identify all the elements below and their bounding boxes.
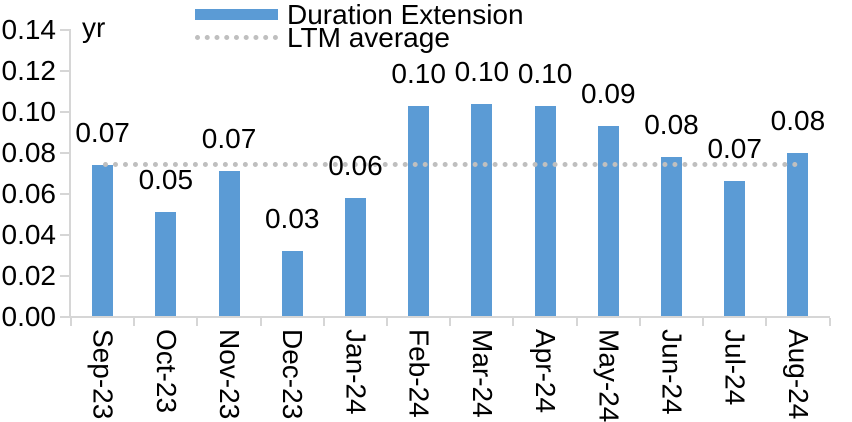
x-axis-tick-mark [702, 318, 705, 326]
x-axis-category-label: Feb-24 [403, 329, 435, 418]
x-axis-category-label: Sep-23 [87, 329, 119, 420]
x-axis-category-label: Jan-24 [340, 329, 372, 415]
bar-value-label: 0.07 [707, 133, 762, 165]
x-axis-tick-mark [765, 318, 768, 326]
bar-value-label: 0.08 [770, 104, 826, 136]
bar-value-label: 0.10 [391, 57, 446, 89]
y-axis-tick-label: 0.00 [1, 300, 57, 332]
x-axis-tick-mark [70, 318, 72, 326]
bar [408, 105, 430, 317]
y-axis-tick-label: 0.08 [1, 136, 57, 168]
legend-item-duration-extension: Duration Extension [195, 0, 524, 30]
bar [787, 152, 809, 317]
x-axis-tick-mark [575, 318, 578, 326]
x-axis-tick-mark [133, 318, 136, 326]
y-axis-unit-label: yr [82, 12, 106, 43]
y-axis-tick-mark [60, 29, 70, 32]
y-axis-tick-label: 0.12 [1, 54, 57, 86]
bar [534, 105, 556, 317]
y-axis-tick-mark [60, 151, 70, 154]
y-axis-tick-label: 0.06 [1, 177, 57, 209]
bar [92, 165, 114, 317]
ltm-average-line [102, 161, 798, 167]
x-axis-category-label: Oct-23 [150, 329, 182, 414]
y-axis-tick-label: 0.14 [1, 14, 57, 46]
x-axis-tick-mark [322, 318, 325, 326]
x-axis-category-label: Jun-24 [656, 329, 688, 415]
bar-value-label: 0.06 [328, 149, 383, 181]
legend-bar-swatch-icon [195, 9, 278, 20]
bar-value-label: 0.07 [201, 123, 257, 155]
x-axis-tick-mark [512, 318, 515, 326]
x-axis-category-label: Aug-24 [782, 329, 814, 420]
x-axis-line [70, 316, 830, 318]
legend-item-ltm-average: LTM average [195, 22, 524, 53]
bar [597, 126, 619, 317]
bar-value-label: 0.10 [517, 57, 573, 89]
bar [218, 171, 240, 317]
bar [471, 103, 493, 317]
bar-value-label: 0.10 [454, 55, 510, 87]
bar [724, 181, 746, 317]
y-axis-tick-mark [60, 315, 70, 318]
y-axis-tick-mark [60, 233, 70, 236]
x-axis-category-label: Dec-23 [277, 329, 309, 420]
x-axis-tick-mark [638, 318, 641, 326]
x-axis-category-label: Jul-24 [719, 329, 751, 406]
x-axis-tick-mark [259, 318, 262, 326]
y-axis-tick-mark [60, 192, 70, 195]
x-axis-category-label: Nov-23 [214, 329, 246, 420]
bar-value-label: 0.08 [644, 108, 699, 140]
y-axis-line [69, 29, 71, 318]
y-axis-tick-label: 0.04 [1, 218, 57, 250]
bar-value-label: 0.03 [264, 203, 320, 235]
legend-dotted-line-icon [195, 35, 278, 40]
bar [660, 156, 682, 317]
x-axis-tick-mark [449, 318, 452, 326]
x-axis-tick-mark [196, 318, 199, 326]
y-axis-tick-mark [60, 69, 70, 72]
bar-value-label: 0.07 [75, 117, 130, 149]
x-axis-tick-mark [386, 318, 389, 326]
y-axis-tick-mark [60, 274, 70, 277]
bar-value-label: 0.05 [138, 164, 194, 196]
y-axis-tick-label: 0.10 [1, 95, 57, 127]
x-axis-category-label: Mar-24 [466, 329, 498, 418]
bar [155, 212, 177, 317]
chart-legend: Duration Extension LTM average [195, 0, 524, 53]
bar [344, 197, 366, 317]
bar-value-label: 0.09 [581, 78, 636, 110]
legend-label-ltm-average: LTM average [287, 22, 450, 53]
y-axis-tick-mark [60, 110, 70, 113]
y-axis-tick-label: 0.02 [1, 259, 57, 291]
legend-label-duration-extension: Duration Extension [287, 0, 524, 30]
bar [281, 251, 303, 317]
x-axis-category-label: Apr-24 [530, 329, 562, 414]
x-axis-tick-mark [828, 318, 831, 326]
x-axis-category-label: May-24 [593, 329, 625, 422]
